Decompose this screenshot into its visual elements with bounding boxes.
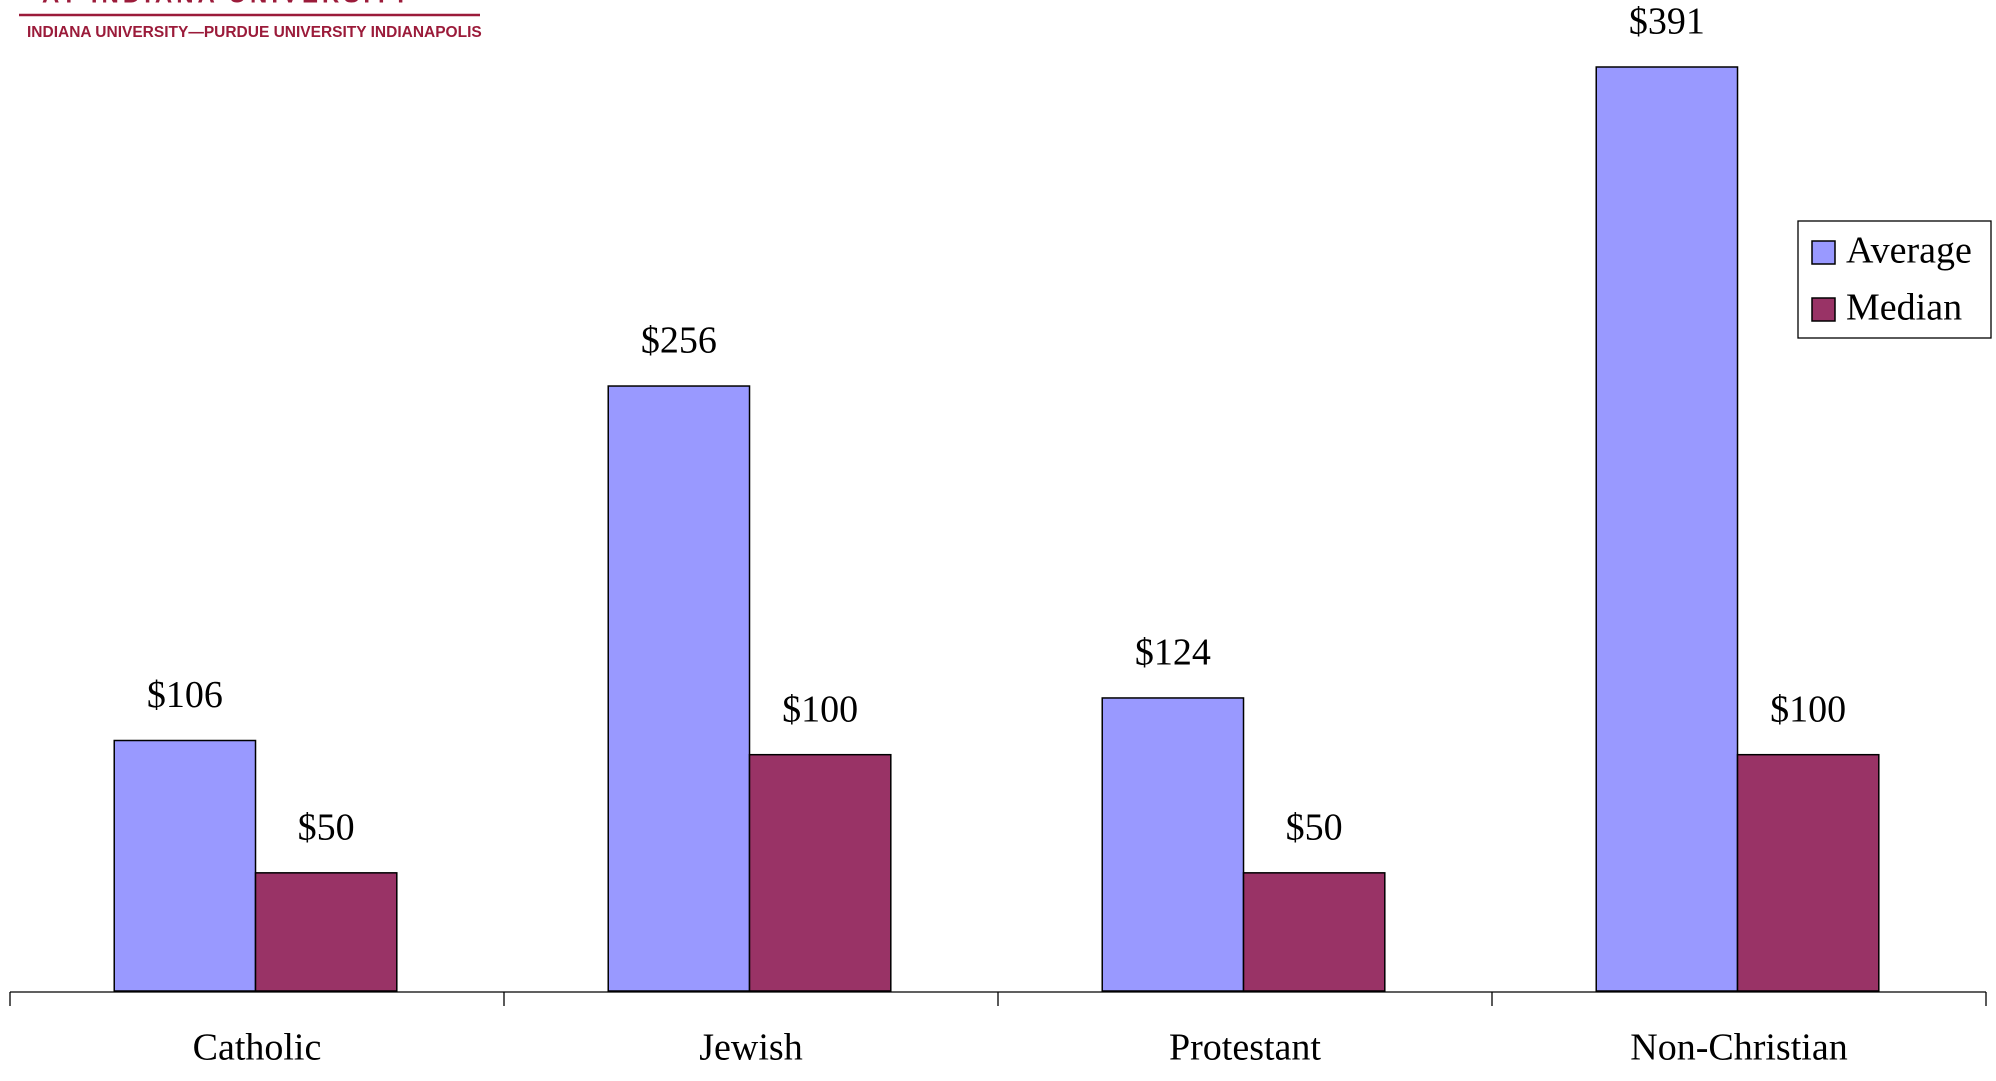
legend-swatch	[1811, 240, 1836, 265]
bar	[1101, 697, 1245, 992]
data-label: $256	[641, 320, 717, 362]
bar	[1595, 66, 1739, 992]
data-label: $100	[1770, 688, 1846, 730]
bar	[113, 739, 257, 992]
data-label: $100	[782, 688, 858, 730]
data-label: $50	[1286, 807, 1343, 849]
bar	[1242, 872, 1386, 992]
data-label: $391	[1629, 1, 1705, 43]
bar	[1736, 753, 1880, 992]
x-tick-label: Jewish	[699, 1027, 802, 1069]
logo-institution: INDIANA UNIVERSITY—PURDUE UNIVERSITY IND…	[27, 24, 482, 41]
bar	[748, 753, 892, 992]
legend-label: Average	[1846, 230, 1972, 272]
x-tick-label: Catholic	[193, 1027, 322, 1069]
bar	[607, 385, 751, 992]
legend-label: Median	[1846, 287, 1962, 329]
data-label: $124	[1135, 632, 1211, 674]
legend-swatch	[1811, 297, 1836, 322]
data-label: $50	[298, 807, 355, 849]
bar	[254, 872, 398, 992]
data-label: $106	[147, 674, 223, 716]
x-tick-label: Non-Christian	[1630, 1027, 1847, 1069]
x-tick-label: Protestant	[1169, 1027, 1321, 1069]
logo-tagline: AT INDIANA UNIVERSITY	[42, 0, 413, 8]
